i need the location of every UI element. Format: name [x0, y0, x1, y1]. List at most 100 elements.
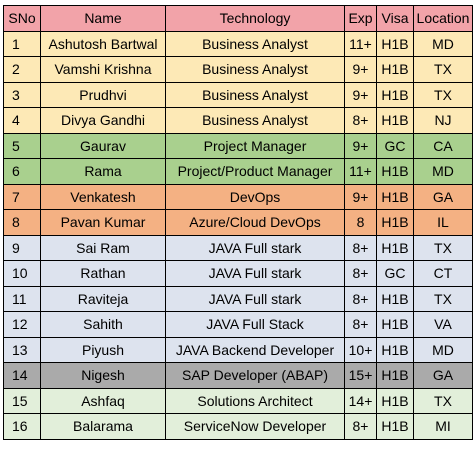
header-exp: Exp	[344, 5, 377, 32]
cell-sno: 11	[3, 285, 41, 312]
cell-name: Sai Ram	[40, 234, 166, 261]
cell-sno: 2	[3, 56, 41, 83]
cell-exp: 8+	[344, 285, 377, 312]
cell-visa: H1B	[376, 234, 414, 261]
cell-location: TX	[413, 387, 473, 414]
cell-name: Ashutosh Bartwal	[40, 30, 166, 57]
cell-name: Venkatesh	[40, 183, 166, 210]
cell-exp: 8	[344, 209, 377, 236]
cell-location: MD	[413, 336, 473, 363]
table-row: 14 Nigesh SAP Developer (ABAP) 15+ H1B GA	[3, 362, 473, 389]
cell-exp: 9+	[344, 56, 377, 83]
cell-technology: SAP Developer (ABAP)	[165, 362, 345, 389]
header-location: Location	[413, 5, 473, 32]
cell-sno: 3	[3, 81, 41, 108]
table-row: 11 Raviteja JAVA Full stark 8+ H1B TX	[3, 285, 473, 312]
cell-visa: H1B	[376, 158, 414, 185]
cell-exp: 8+	[344, 260, 377, 287]
cell-technology: JAVA Full stark	[165, 260, 345, 287]
cell-location: MI	[413, 413, 473, 440]
cell-location: IL	[413, 209, 473, 236]
cell-technology: Business Analyst	[165, 107, 345, 134]
cell-sno: 7	[3, 183, 41, 210]
table-row: 2 Vamshi Krishna Business Analyst 9+ H1B TX	[3, 56, 473, 83]
cell-exp: 8+	[344, 107, 377, 134]
cell-sno: 13	[3, 336, 41, 363]
cell-technology: ServiceNow Developer	[165, 413, 345, 440]
cell-sno: 10	[3, 260, 41, 287]
cell-name: Piyush	[40, 336, 166, 363]
cell-technology: JAVA Full Stack	[165, 311, 345, 338]
cell-sno: 5	[3, 132, 41, 159]
cell-exp: 8+	[344, 413, 377, 440]
cell-name: Rathan	[40, 260, 166, 287]
cell-location: VA	[413, 311, 473, 338]
cell-name: Rama	[40, 158, 166, 185]
cell-exp: 9+	[344, 81, 377, 108]
cell-exp: 8+	[344, 311, 377, 338]
table-row: 12 Sahith JAVA Full Stack 8+ H1B VA	[3, 311, 473, 338]
header-row: SNo Name Technology Exp Visa Location	[3, 5, 473, 32]
cell-visa: GC	[376, 260, 414, 287]
cell-visa: H1B	[376, 81, 414, 108]
cell-visa: H1B	[376, 387, 414, 414]
cell-technology: DevOps	[165, 183, 345, 210]
cell-exp: 10+	[344, 336, 377, 363]
header-sno: SNo	[3, 5, 41, 32]
cell-visa: H1B	[376, 311, 414, 338]
cell-technology: JAVA Full stark	[165, 285, 345, 312]
cell-technology: JAVA Full stark	[165, 234, 345, 261]
cell-technology: Project/Product Manager	[165, 158, 345, 185]
cell-visa: H1B	[376, 30, 414, 57]
cell-sno: 16	[3, 413, 41, 440]
table-row: 9 Sai Ram JAVA Full stark 8+ H1B TX	[3, 234, 473, 261]
cell-name: Sahith	[40, 311, 166, 338]
table-row: 13 Piyush JAVA Backend Developer 10+ H1B MD	[3, 336, 473, 363]
header-name: Name	[40, 5, 166, 32]
table-row: 1 Ashutosh Bartwal Business Analyst 11+ H1B M…	[3, 30, 473, 57]
cell-sno: 1	[3, 30, 41, 57]
cell-visa: H1B	[376, 209, 414, 236]
cell-exp: 9+	[344, 183, 377, 210]
cell-name: Pavan Kumar	[40, 209, 166, 236]
cell-visa: H1B	[376, 107, 414, 134]
cell-name: Raviteja	[40, 285, 166, 312]
cell-technology: Solutions Architect	[165, 387, 345, 414]
cell-location: GA	[413, 183, 473, 210]
table-row: 16 Balarama ServiceNow Developer 8+ H1B MI	[3, 413, 473, 440]
cell-visa: GC	[376, 132, 414, 159]
cell-name: Prudhvi	[40, 81, 166, 108]
cell-exp: 14+	[344, 387, 377, 414]
header-technology: Technology	[165, 5, 345, 32]
cell-exp: 11+	[344, 158, 377, 185]
cell-visa: H1B	[376, 362, 414, 389]
cell-location: TX	[413, 234, 473, 261]
table-row: 8 Pavan Kumar Azure/Cloud DevOps 8 H1B IL	[3, 209, 473, 236]
cell-sno: 12	[3, 311, 41, 338]
cell-sno: 6	[3, 158, 41, 185]
cell-name: Vamshi Krishna	[40, 56, 166, 83]
cell-sno: 14	[3, 362, 41, 389]
table-row: 7 Venkatesh DevOps 9+ H1B GA	[3, 183, 473, 210]
table-row: 5 Gaurav Project Manager 9+ GC CA	[3, 132, 473, 159]
cell-location: GA	[413, 362, 473, 389]
cell-exp: 15+	[344, 362, 377, 389]
header-visa: Visa	[376, 5, 414, 32]
cell-location: MD	[413, 158, 473, 185]
cell-exp: 9+	[344, 132, 377, 159]
cell-technology: Project Manager	[165, 132, 345, 159]
cell-name: Gaurav	[40, 132, 166, 159]
cell-name: Divya Gandhi	[40, 107, 166, 134]
cell-visa: H1B	[376, 56, 414, 83]
cell-technology: Business Analyst	[165, 81, 345, 108]
table-row: 10 Rathan JAVA Full stark 8+ GC CT	[3, 260, 473, 287]
table-row: 6 Rama Project/Product Manager 11+ H1B MD	[3, 158, 473, 185]
cell-sno: 8	[3, 209, 41, 236]
cell-location: TX	[413, 56, 473, 83]
cell-sno: 4	[3, 107, 41, 134]
cell-location: NJ	[413, 107, 473, 134]
cell-visa: H1B	[376, 285, 414, 312]
cell-location: MD	[413, 30, 473, 57]
